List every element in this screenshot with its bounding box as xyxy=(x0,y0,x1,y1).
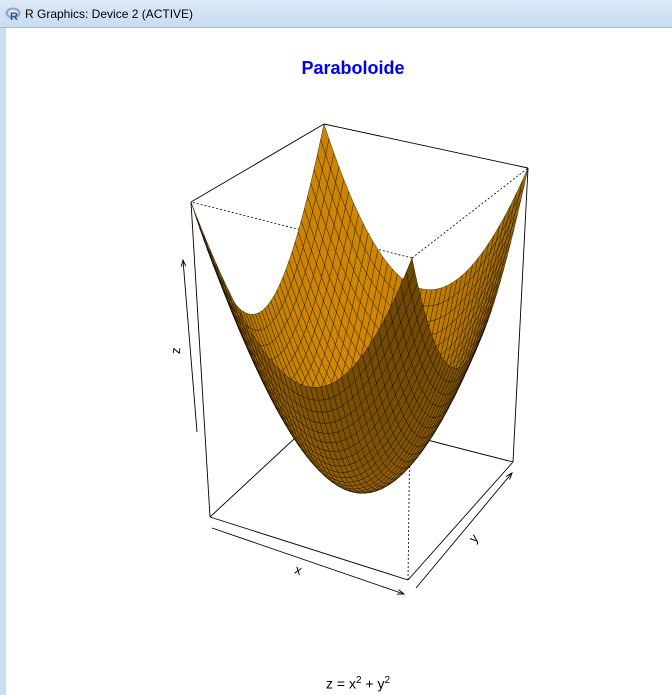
plot-title: Paraboloide xyxy=(301,58,405,78)
box-edge xyxy=(407,461,514,581)
formula-plus: + xyxy=(365,675,374,692)
y-axis-label: y xyxy=(466,530,482,545)
surface-facet xyxy=(203,234,215,263)
box-edge-hidden xyxy=(411,167,529,259)
formula-y: y xyxy=(377,675,385,692)
formula-x: x xyxy=(348,675,356,692)
surface-facet xyxy=(406,257,415,286)
formula-x-exponent: 2 xyxy=(355,675,362,686)
x-axis-arrow-head xyxy=(396,589,406,595)
surface-mesh xyxy=(190,123,529,494)
box-edge xyxy=(190,201,211,518)
paraboloid-plot: x y z xyxy=(168,123,529,595)
window-titlebar[interactable]: R R Graphics: Device 2 (ACTIVE) xyxy=(0,0,672,28)
x-axis-arrow xyxy=(211,527,405,595)
box-edge xyxy=(512,167,529,463)
surface-facet xyxy=(209,249,221,277)
formula-equals: = xyxy=(336,675,346,692)
r-logo-icon: R xyxy=(5,7,21,22)
window-title: R Graphics: Device 2 (ACTIVE) xyxy=(25,7,194,21)
surface-facet xyxy=(197,218,208,248)
surface-facet xyxy=(219,276,230,302)
z-axis-label: z xyxy=(168,347,183,355)
x-axis-label: x xyxy=(293,562,305,578)
formula-caption: z = x2 + y2 xyxy=(326,675,390,692)
formula-y-exponent: 2 xyxy=(384,675,391,686)
y-axis-arrow xyxy=(415,472,513,589)
surface-facet xyxy=(213,262,225,289)
z-axis-arrow xyxy=(182,259,198,433)
box-edge xyxy=(323,123,529,169)
window-frame-left xyxy=(0,28,6,695)
z-axis-arrow-head xyxy=(180,258,187,267)
svg-text:R: R xyxy=(10,11,18,22)
box-edge xyxy=(190,123,325,203)
formula-lhs: z xyxy=(326,675,333,692)
box-edge xyxy=(209,516,409,581)
y-axis-arrow-head xyxy=(505,471,513,480)
